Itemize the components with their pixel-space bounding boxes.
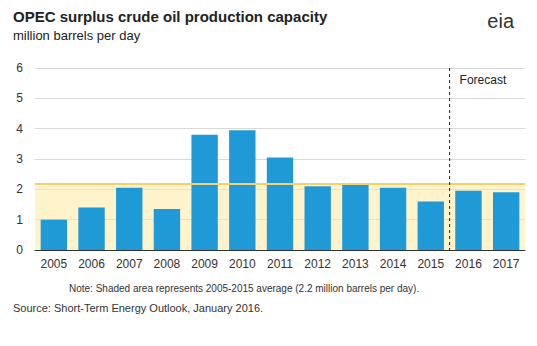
svg-text:2012: 2012 (304, 257, 331, 271)
svg-text:0: 0 (16, 243, 23, 257)
svg-text:2010: 2010 (229, 257, 256, 271)
svg-text:2009: 2009 (191, 257, 218, 271)
svg-text:eia: eia (487, 10, 515, 32)
svg-text:2013: 2013 (342, 257, 369, 271)
svg-text:OPEC surplus crude oil product: OPEC surplus crude oil production capaci… (13, 8, 328, 25)
svg-text:5: 5 (16, 91, 23, 105)
svg-text:4: 4 (16, 122, 23, 136)
svg-text:2014: 2014 (380, 257, 407, 271)
svg-text:2008: 2008 (154, 257, 181, 271)
svg-text:2: 2 (16, 182, 23, 196)
svg-text:2007: 2007 (116, 257, 143, 271)
svg-text:million barrels per day: million barrels per day (13, 28, 141, 43)
svg-text:Forecast: Forecast (460, 73, 507, 87)
svg-text:6: 6 (16, 61, 23, 75)
svg-text:2006: 2006 (78, 257, 105, 271)
svg-text:1: 1 (16, 213, 23, 227)
svg-text:Source: Short-Term Energy Outl: Source: Short-Term Energy Outlook, Janua… (13, 302, 263, 314)
svg-text:3: 3 (16, 152, 23, 166)
svg-text:2005: 2005 (40, 257, 67, 271)
svg-text:2011: 2011 (267, 257, 293, 271)
svg-text:2017: 2017 (493, 257, 520, 271)
svg-text:Note: Shaded area represents 2: Note: Shaded area represents 2005-2015 a… (69, 283, 419, 294)
svg-text:2015: 2015 (417, 257, 444, 271)
svg-text:2016: 2016 (455, 257, 482, 271)
